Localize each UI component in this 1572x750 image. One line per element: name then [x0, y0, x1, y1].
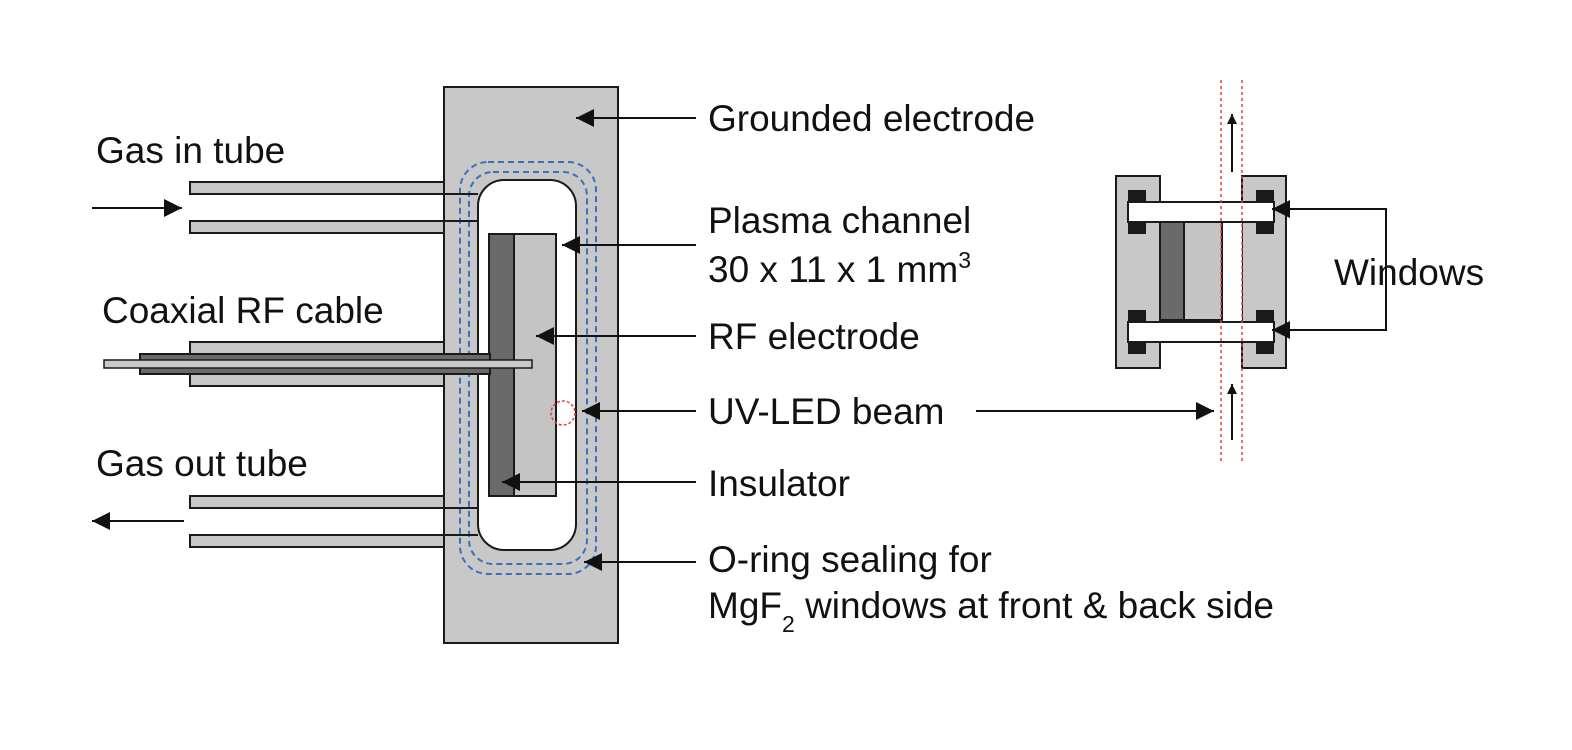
side-view — [1115, 80, 1387, 464]
windows-bracket — [1290, 208, 1387, 331]
window-clamps — [1128, 190, 1274, 354]
oring-mgf-text: MgF — [708, 585, 782, 626]
main-cross-section — [92, 86, 619, 644]
side-insulator — [1159, 221, 1185, 321]
label-gas-in-tube: Gas in tube — [96, 130, 285, 171]
label-insulator: Insulator — [708, 463, 850, 504]
label-oring-line1: O-ring sealing for — [708, 539, 992, 580]
window-bottom — [1127, 321, 1275, 343]
gas-in-tube — [189, 181, 478, 234]
label-rf-electrode: RF electrode — [708, 316, 920, 357]
label-oring-line2: MgF2 windows at front & back side — [708, 585, 1274, 637]
label-uv-led-beam: UV-LED beam — [708, 391, 945, 432]
label-windows: Windows — [1334, 252, 1484, 293]
gas-out-tube — [189, 495, 478, 548]
label-gas-out-tube: Gas out tube — [96, 443, 308, 484]
oring-inner — [468, 171, 588, 565]
coaxial-rf-cable — [103, 341, 533, 387]
pointer-arrows — [502, 109, 1214, 571]
oring-subscript: 2 — [782, 611, 795, 637]
uv-beam-spot — [550, 400, 576, 426]
plasma-dims-text: 30 x 11 x 1 mm — [708, 249, 958, 290]
side-electrode — [1183, 221, 1223, 321]
window-top — [1127, 201, 1275, 223]
label-grounded-electrode: Grounded electrode — [708, 98, 1035, 139]
label-coaxial-rf-cable: Coaxial RF cable — [102, 290, 384, 331]
label-plasma-channel: Plasma channel — [708, 200, 971, 241]
label-plasma-channel-dims: 30 x 11 x 1 mm3 — [708, 247, 971, 290]
oring-suffix-text: windows at front & back side — [795, 585, 1274, 626]
plasma-dims-exponent: 3 — [958, 247, 971, 273]
